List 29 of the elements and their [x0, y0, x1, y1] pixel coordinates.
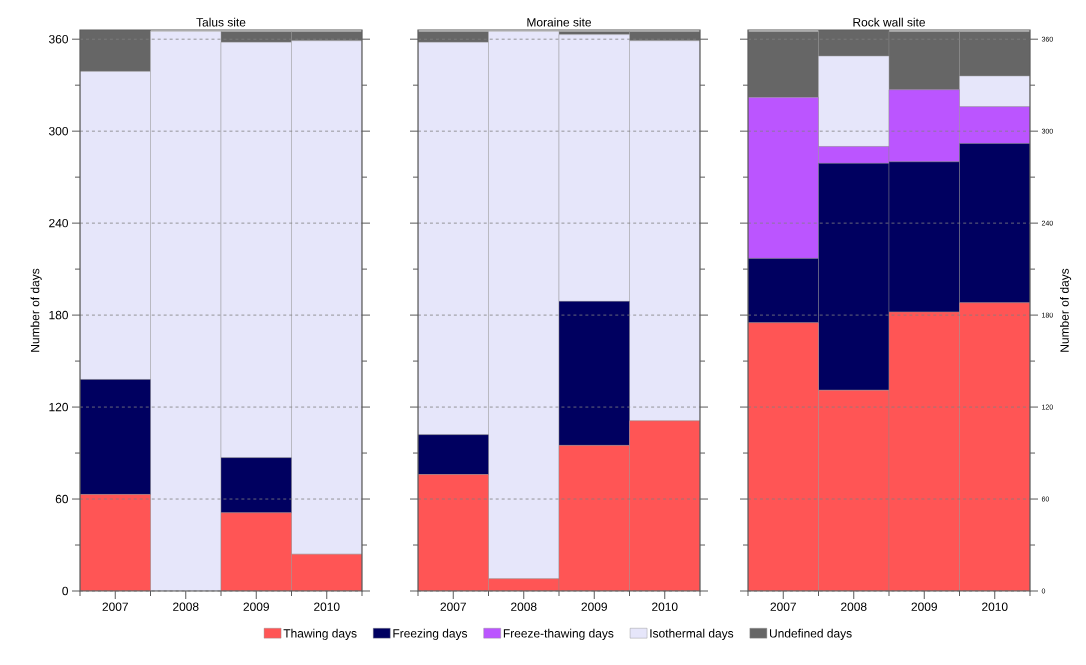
legend-label: Freeze-thawing days	[503, 628, 614, 640]
x-tick-label: 2009	[243, 602, 269, 611]
x-tick-label: 2007	[440, 602, 466, 611]
legend-label: Isothermal days	[650, 628, 734, 640]
x-tick-label: 2007	[102, 602, 128, 611]
x-tick-label: 2008	[841, 602, 867, 611]
chart-title: Moraine site	[527, 17, 591, 27]
x-tick-label: 2008	[173, 602, 199, 611]
y-tick-label: 240	[49, 218, 69, 228]
y-axis-title: Number of days	[1060, 268, 1072, 352]
x-tick-label: 2009	[581, 602, 607, 611]
x-tick-label: 2008	[511, 602, 537, 611]
y-axis-title: Number of days	[30, 268, 42, 352]
y-tick-label: 60	[55, 494, 69, 504]
x-tick-label: 2010	[314, 602, 340, 611]
legend-label: Freezing days	[393, 628, 468, 640]
legend-label: Undefined days	[769, 628, 852, 640]
y-tick-label: 120	[49, 402, 69, 412]
y-tick-label: 180	[49, 310, 69, 320]
chart-title: Talus site	[196, 17, 246, 27]
x-tick-label: 2009	[911, 602, 937, 611]
legend-label: Thawing days	[283, 628, 357, 640]
y-tick-label: 360	[48, 34, 69, 44]
y-tick-label: 0	[62, 586, 69, 596]
y-tick-label: 300	[48, 126, 69, 136]
chart-title: Rock wall site	[853, 17, 925, 27]
x-tick-label: 2010	[652, 602, 678, 611]
x-tick-label: 2007	[770, 602, 796, 611]
x-tick-label: 2010	[982, 602, 1008, 611]
